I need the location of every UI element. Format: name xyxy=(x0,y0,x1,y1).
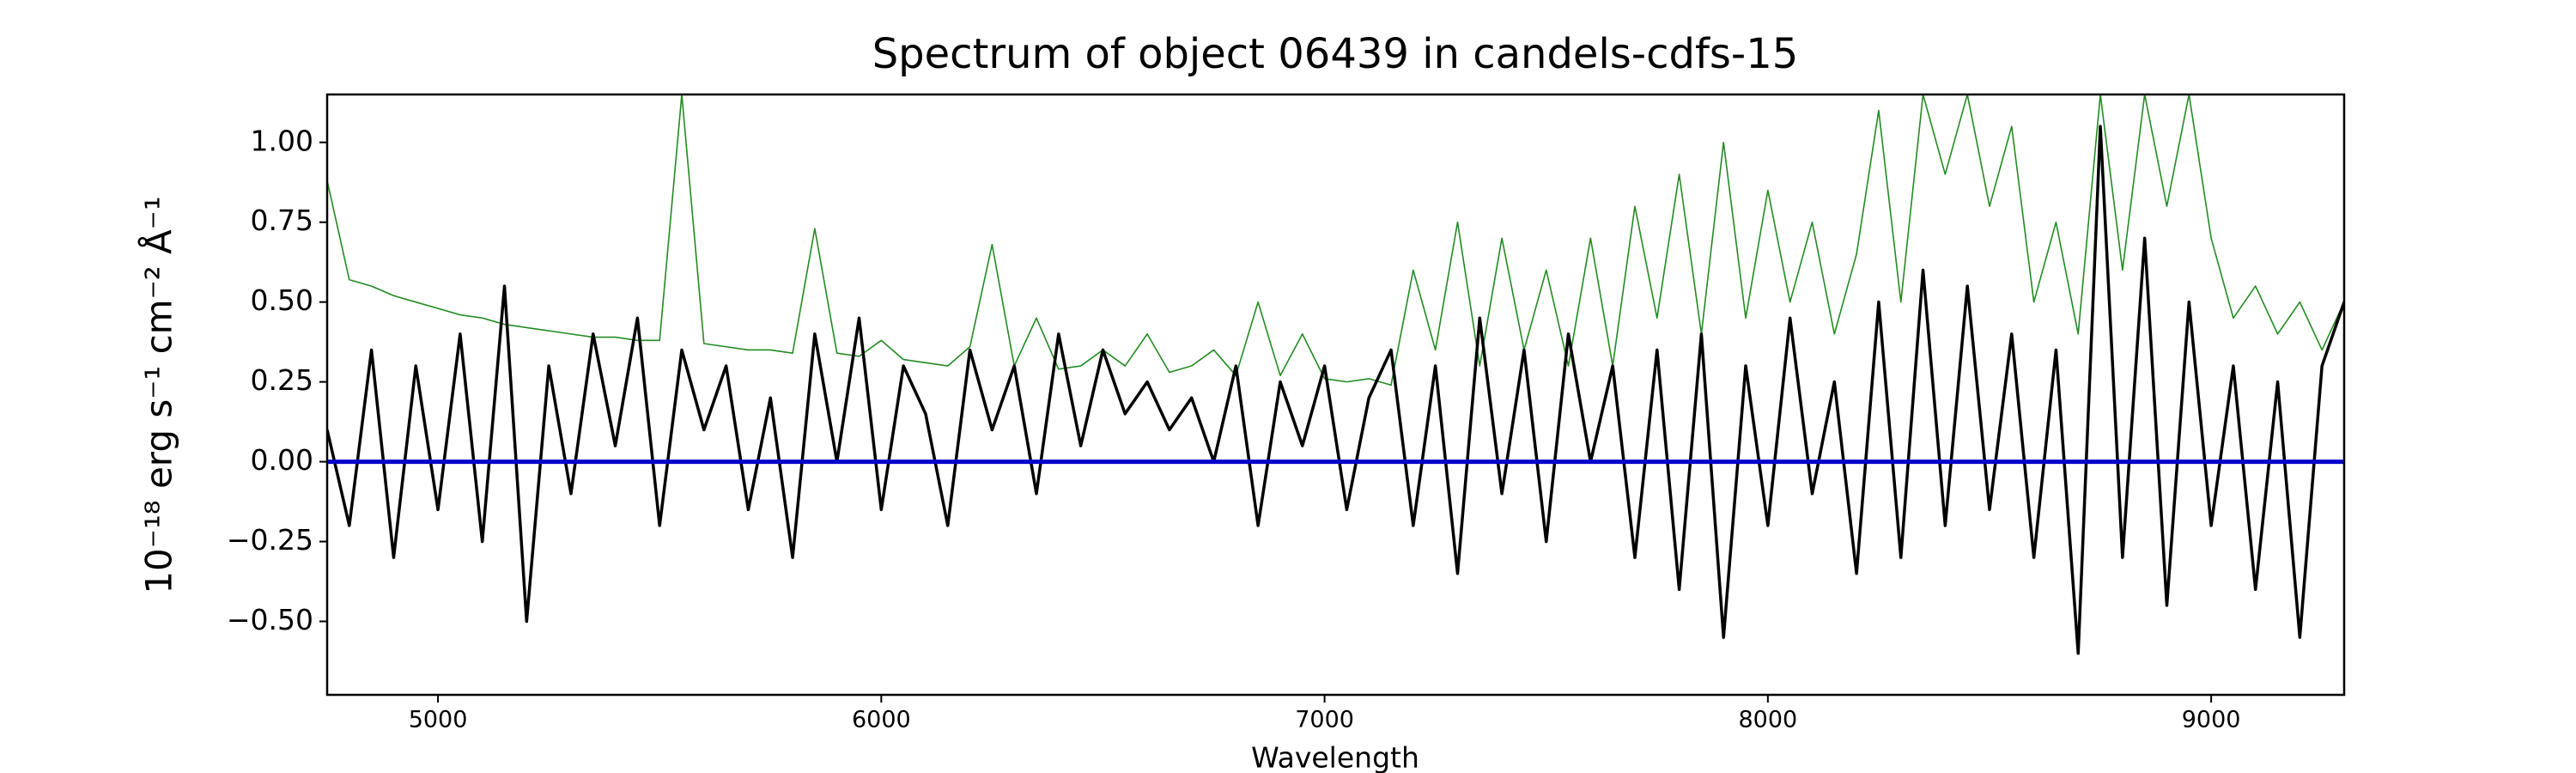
x-tick-label: 8000 xyxy=(1738,707,1797,733)
y-tick-label: 0.25 xyxy=(251,363,313,397)
spectrum-line xyxy=(327,125,2344,655)
y-tick-label: −0.25 xyxy=(227,523,313,557)
spectrum-line xyxy=(327,94,2344,386)
y-tick-label: 0.00 xyxy=(251,443,313,477)
y-tick-label: 0.75 xyxy=(251,204,313,237)
y-axis-label: 10⁻¹⁸ erg s⁻¹ cm⁻² Å⁻¹ xyxy=(137,196,180,593)
x-axis-label: Wavelength xyxy=(1251,741,1419,773)
x-tick-label: 6000 xyxy=(852,707,911,733)
y-tick-label: 1.00 xyxy=(251,124,313,157)
x-tick-label: 7000 xyxy=(1295,707,1354,733)
plot-frame xyxy=(325,93,2346,697)
chart-title: Spectrum of object 06439 in candels-cdfs… xyxy=(872,30,1799,78)
plot-area xyxy=(327,94,2344,655)
y-tick-label: 0.50 xyxy=(251,283,313,317)
y-tick-label: −0.50 xyxy=(227,603,313,636)
x-tick-label: 9000 xyxy=(2182,707,2241,733)
x-tick-label: 5000 xyxy=(409,707,468,733)
